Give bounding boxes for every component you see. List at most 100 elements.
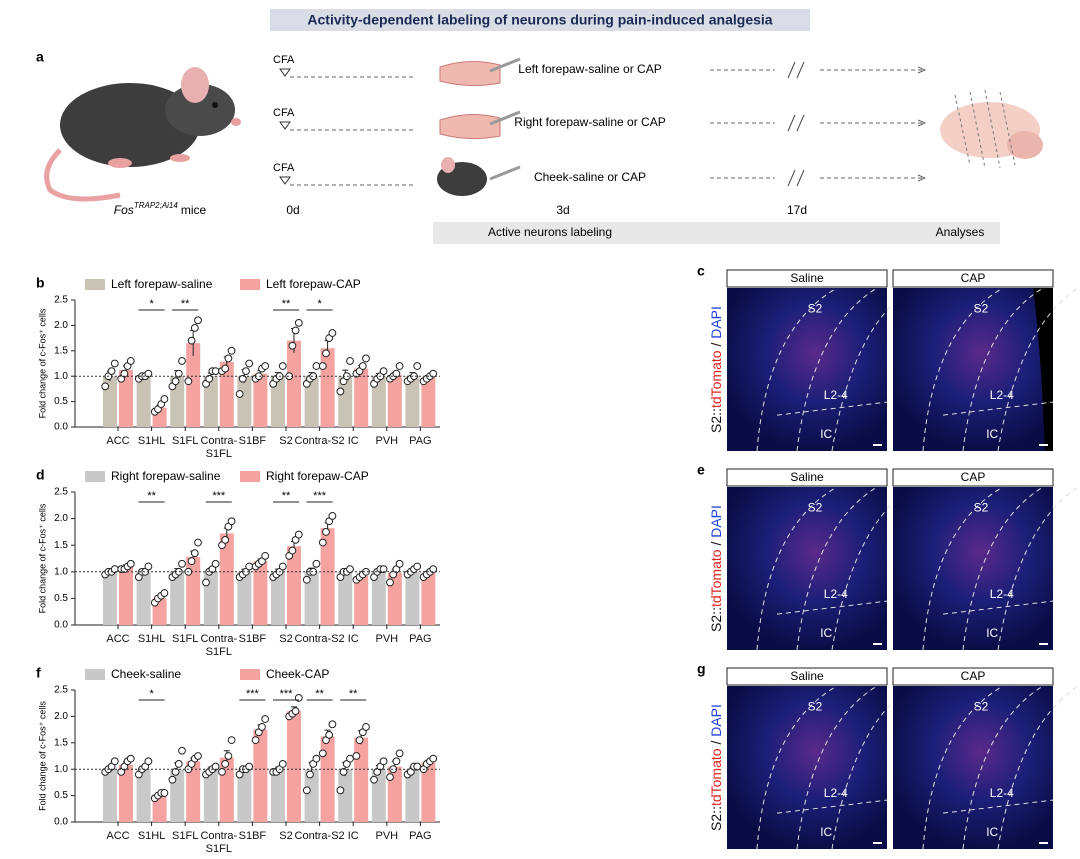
arrow-head (917, 119, 927, 127)
data-point (336, 387, 345, 396)
bar (421, 762, 436, 822)
region-boundary (942, 799, 1054, 814)
data-point (190, 324, 199, 332)
x-tick-label: S1FL (172, 633, 199, 645)
micrograph (893, 288, 1053, 451)
syringe (489, 110, 521, 126)
x-tick-label: Contra- S1FL (200, 633, 238, 658)
bar (354, 368, 369, 427)
layer-boundary (756, 486, 838, 651)
x-tick-label: S1BF (238, 435, 267, 447)
day-label: 3d (556, 203, 569, 217)
data-point (261, 715, 270, 723)
y-axis-label: Fold change of c-Fos⁺ cells (37, 503, 47, 613)
y-tick-label: 1.5 (54, 737, 68, 748)
data-point (346, 357, 354, 365)
data-point (120, 369, 129, 378)
layer-boundary (962, 486, 1044, 651)
data-point (339, 767, 348, 776)
legend-label: Cheek-saline (111, 667, 181, 681)
region-boundary (776, 401, 888, 416)
stain-label: S2::tdTomato / DAPI (708, 704, 724, 831)
data-point (370, 775, 378, 784)
region-label: S2 (808, 500, 823, 514)
data-point (178, 357, 186, 365)
data-point (221, 364, 230, 373)
bar (237, 769, 252, 822)
data-point (245, 359, 254, 368)
panel-letter: f (36, 665, 41, 681)
data-point (328, 720, 337, 729)
bar (271, 769, 285, 822)
micrograph (893, 686, 1053, 849)
region-label: L2-4 (824, 587, 848, 601)
data-point (392, 369, 401, 378)
injection-label: Cheek-saline or CAP (534, 170, 646, 184)
stain-part: tdTomato (708, 350, 724, 408)
data-point (386, 773, 394, 782)
x-tick-label: S2 (279, 830, 293, 842)
significance-label: *** (246, 688, 260, 700)
stain-part: / (708, 538, 724, 550)
layer-boundary (922, 685, 1004, 850)
condition-header (726, 269, 888, 288)
micrograph (893, 487, 1053, 650)
condition-header (892, 269, 1054, 288)
x-tick-label: S1HL (137, 633, 166, 645)
bar (203, 376, 218, 427)
data-point (205, 374, 214, 383)
cfa-marker (279, 121, 291, 130)
layer-boundary (796, 486, 878, 651)
data-point (322, 349, 330, 358)
stain-part: DAPI (708, 306, 724, 339)
bar (119, 370, 133, 427)
x-tick-label: PVH (375, 633, 399, 645)
x-tick-label: IC (347, 633, 359, 645)
data-point (238, 374, 247, 383)
x-tick-label: S2 (279, 633, 293, 645)
stain-part: DAPI (708, 505, 724, 538)
condition-label: Saline (790, 271, 824, 285)
x-tick-label: Contra-S2 (294, 830, 345, 842)
mouse-ear (441, 157, 455, 173)
data-point (355, 736, 364, 745)
bar (387, 375, 402, 427)
y-axis-label: Fold change of c-Fos⁺ cells (37, 701, 47, 811)
panel-letter: d (36, 467, 45, 483)
bar (271, 571, 285, 625)
region-label: S2 (974, 699, 989, 713)
title-box (270, 9, 810, 31)
legend-label: Right forepaw-saline (111, 469, 221, 483)
bar (354, 737, 369, 822)
bar (405, 376, 420, 427)
paw-illustration (439, 114, 501, 140)
region-label: S2 (974, 301, 989, 315)
data-point (126, 357, 135, 365)
x-tick-label: ACC (106, 435, 130, 447)
significance-label: ** (349, 688, 358, 700)
layer-boundary (756, 685, 838, 850)
bar (287, 711, 301, 822)
x-tick-label: S1BF (238, 830, 267, 842)
y-tick-label: 2.5 (54, 487, 68, 498)
bar (338, 769, 353, 822)
data-point (224, 752, 233, 760)
y-tick-label: 1.0 (54, 764, 68, 775)
data-point (227, 736, 236, 745)
condition-header (726, 468, 888, 487)
bar (237, 571, 252, 625)
legend-label: Cheek-CAP (266, 667, 329, 681)
data-point (211, 559, 220, 568)
data-point (325, 730, 334, 739)
y-tick-label: 0.0 (54, 422, 68, 433)
bar (421, 572, 436, 625)
significance-label: ** (282, 298, 291, 310)
strain-sup: TRAP2;Ai14 (134, 201, 179, 210)
y-tick-label: 1.5 (54, 540, 68, 551)
bar (320, 348, 335, 427)
data-point (302, 575, 311, 584)
layer-boundary (796, 685, 878, 850)
data-point (221, 760, 230, 768)
syringe (489, 57, 521, 73)
